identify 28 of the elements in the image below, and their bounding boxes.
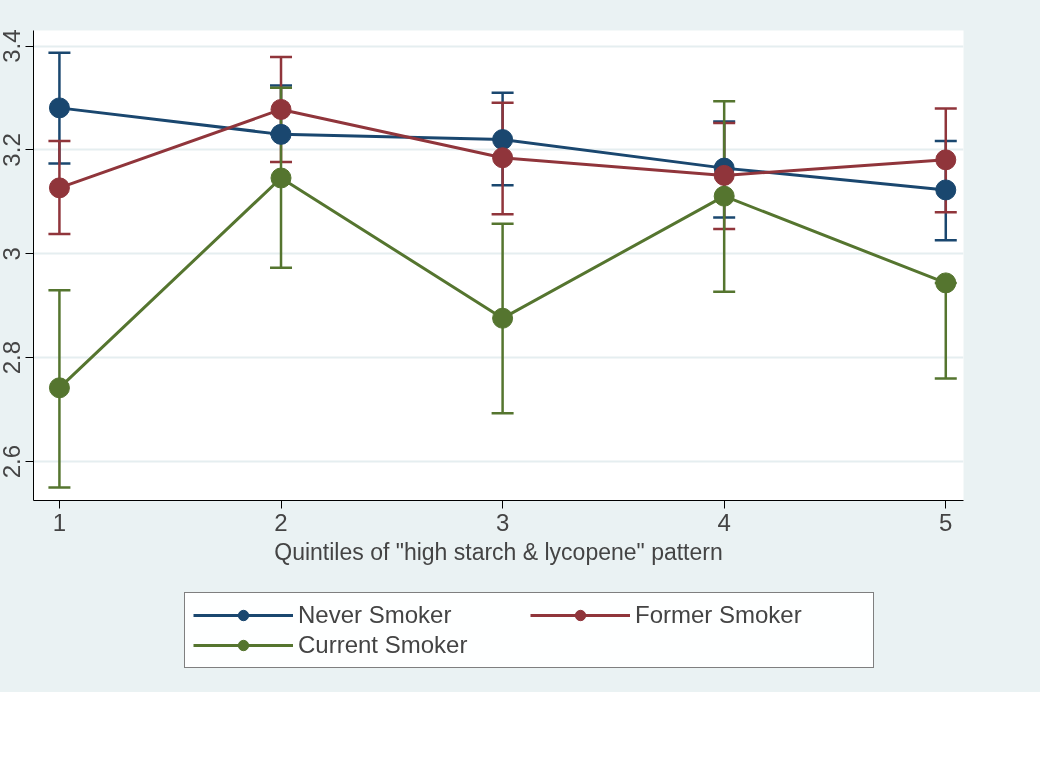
x-tick-label: 5 [939, 508, 953, 536]
point [713, 185, 735, 207]
y-tick-label: 3.2 [0, 133, 26, 167]
legend-label: Current Smoker [298, 630, 469, 659]
point [492, 129, 514, 151]
y-tick-label: 2.8 [0, 340, 26, 375]
x-tick-label: 4 [717, 508, 731, 536]
x-tick-label: 3 [495, 508, 510, 536]
point [270, 123, 292, 145]
y-tick-label: 3.4 [0, 29, 26, 63]
x-axis-title: Quintiles of "high starch & lycopene" pattern [274, 538, 723, 565]
point [492, 147, 514, 169]
point [935, 149, 957, 171]
point [270, 98, 292, 120]
point [48, 377, 70, 399]
point [492, 307, 514, 329]
point [713, 164, 735, 186]
point [935, 272, 957, 294]
legend-label: Never Smoker [298, 600, 453, 629]
point [48, 97, 70, 119]
point [270, 167, 292, 189]
point [935, 179, 957, 201]
x-tick-label: 1 [52, 508, 67, 536]
y-tick-label: 2.6 [0, 444, 26, 479]
point [48, 177, 70, 199]
y-tick-label: 3 [0, 247, 26, 261]
x-tick-label: 2 [274, 508, 288, 536]
legend-label: Former Smoker [635, 600, 803, 629]
